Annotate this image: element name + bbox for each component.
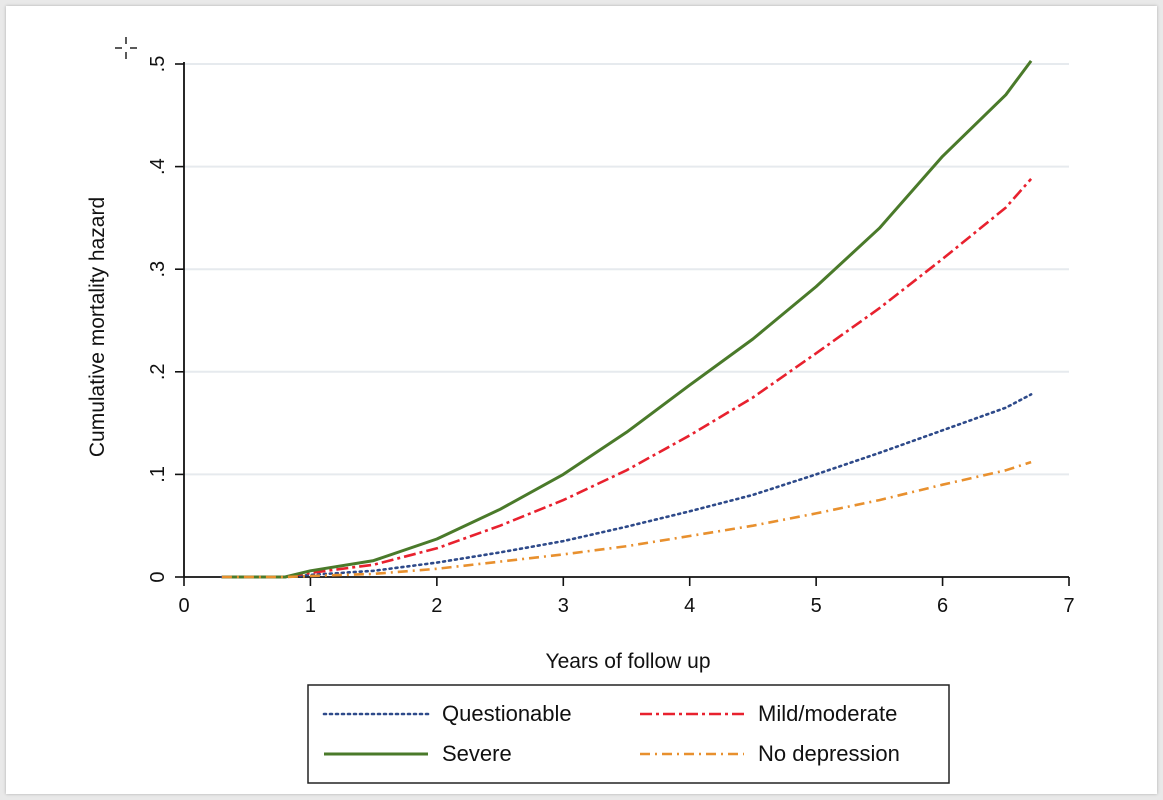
x-tick-label: 7 [1063, 595, 1074, 617]
crosshair-cursor-icon [115, 37, 137, 59]
y-axis-title: Cumulative mortality hazard [86, 197, 109, 457]
x-tick-label: 5 [811, 595, 822, 617]
series-line-questionable [220, 393, 1033, 579]
x-tick-label: 4 [684, 595, 695, 617]
gridlines [184, 63, 1069, 476]
y-tick-label: .4 [147, 158, 169, 175]
series-line-no-depression [221, 460, 1032, 579]
legend-label-severe: Severe [442, 741, 512, 766]
legend: Questionable Mild/moderate Severe No depres… [307, 684, 950, 784]
x-tick-label: 0 [178, 595, 189, 617]
x-axis-title: Years of follow up [546, 650, 711, 673]
x-tick-label: 1 [305, 595, 316, 617]
y-tick-label: 0 [147, 571, 169, 582]
x-tick-label: 2 [431, 595, 442, 617]
legend-label-no-depression: No depression [758, 741, 900, 766]
series-line-mild-moderate [221, 178, 1033, 579]
mortality-hazard-chart: 0 1 2 3 4 5 6 7 0 .1 .2 .3 .4 .5 Years of follow up C… [86, 37, 1075, 784]
y-tick-label: .3 [147, 261, 169, 278]
series-lines [220, 60, 1033, 579]
legend-label-mild-moderate: Mild/moderate [758, 701, 897, 726]
axes [175, 62, 1070, 586]
tick-labels: 0 1 2 3 4 5 6 7 0 .1 .2 .3 .4 .5 [147, 56, 1075, 617]
x-tick-label: 6 [937, 595, 948, 617]
legend-label-questionable: Questionable [442, 701, 572, 726]
y-tick-label: .1 [147, 466, 169, 483]
series-line-severe [221, 60, 1033, 579]
legend-box [307, 684, 950, 784]
y-tick-label: .5 [147, 56, 169, 73]
y-tick-label: .2 [147, 363, 169, 380]
x-tick-label: 3 [558, 595, 569, 617]
chart-frame: 0 1 2 3 4 5 6 7 0 .1 .2 .3 .4 .5 Years of follow up C… [6, 6, 1157, 794]
